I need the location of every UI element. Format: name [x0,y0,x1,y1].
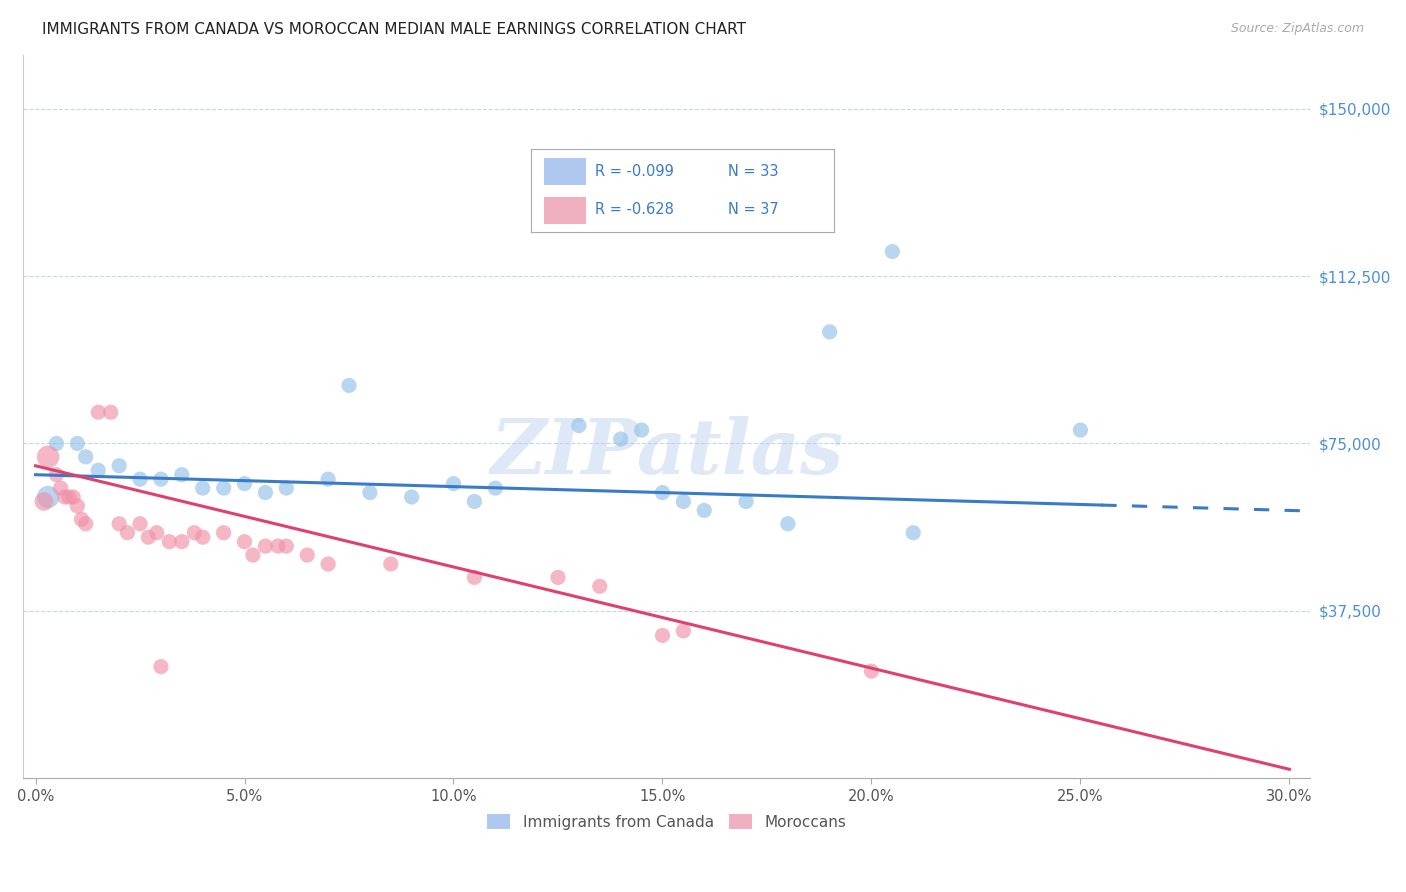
Point [45,436,67,450]
Point [254,485,277,500]
Point [37,490,59,504]
Point [860,664,883,678]
Point [672,494,695,508]
Text: IMMIGRANTS FROM CANADA VS MOROCCAN MEDIAN MALE EARNINGS CORRELATION CHART: IMMIGRANTS FROM CANADA VS MOROCCAN MEDIA… [42,22,747,37]
Point [191,481,214,495]
Point [547,570,569,584]
Point [233,534,256,549]
Point [1069,423,1091,437]
Point [129,516,152,531]
Point [212,525,235,540]
Point [401,490,423,504]
Point [297,548,319,562]
Point [276,481,298,495]
Point [651,628,673,642]
Point [145,525,167,540]
Point [903,525,925,540]
Point [380,557,402,571]
Point [138,530,160,544]
Point [651,485,673,500]
Point [70,512,93,526]
Point [183,525,205,540]
Point [87,463,110,477]
Point [359,485,381,500]
Point [129,472,152,486]
Point [108,458,131,473]
Point [568,418,591,433]
Point [463,570,485,584]
Text: ZIPatlas: ZIPatlas [491,416,844,490]
Point [316,472,339,486]
Point [191,530,214,544]
Point [276,539,298,553]
Point [233,476,256,491]
Point [108,516,131,531]
Point [254,539,277,553]
Point [463,494,485,508]
Point [58,490,80,504]
Point [170,467,193,482]
Point [776,516,799,531]
Point [672,624,695,638]
Point [87,405,110,419]
Point [117,525,139,540]
Point [170,534,193,549]
Point [37,450,59,464]
Point [49,481,72,495]
Point [484,481,506,495]
Point [100,405,122,419]
Point [62,490,84,504]
Point [630,423,652,437]
Text: Source: ZipAtlas.com: Source: ZipAtlas.com [1230,22,1364,36]
Point [316,557,339,571]
Point [75,516,97,531]
Point [267,539,290,553]
Point [45,467,67,482]
Point [157,534,180,549]
Point [212,481,235,495]
Point [149,659,172,673]
Point [242,548,264,562]
Point [735,494,758,508]
Point [589,579,612,593]
Legend: Immigrants from Canada, Moroccans: Immigrants from Canada, Moroccans [481,807,852,836]
Point [75,450,97,464]
Point [149,472,172,486]
Point [443,476,465,491]
Point [66,436,89,450]
Point [66,499,89,513]
Point [32,494,55,508]
Point [818,325,841,339]
Point [53,490,76,504]
Point [882,244,904,259]
Point [609,432,631,446]
Point [693,503,716,517]
Point [337,378,360,392]
